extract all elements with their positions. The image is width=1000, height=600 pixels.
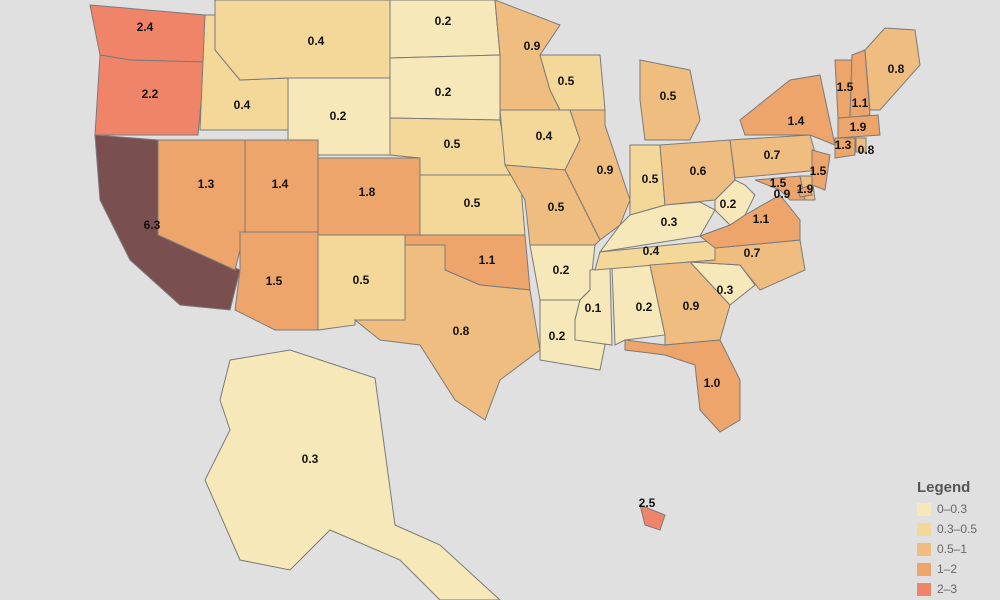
state-value-label: 2.2 [142,87,159,101]
state-value-label: 0.5 [464,196,481,210]
state-value-label: 0.7 [744,246,761,260]
state-value-label: 0.5 [660,89,677,103]
state-value-label: 1.9 [797,182,814,196]
legend-label: 0.5–1 [937,542,967,556]
state-value-label: 0.2 [435,14,452,28]
state-value-label: 0.9 [524,39,541,53]
state-value-label: 2.4 [137,20,154,34]
legend: 0–0.3 0.3–0.5 0.5–1 1–2 2–3 [917,502,977,596]
legend-label: 2–3 [937,582,957,596]
legend-title: Legend [917,479,970,496]
state-value-label: 0.6 [690,164,707,178]
state [353,244,541,421]
state [639,59,701,141]
state-value-label: 0.8 [858,143,875,157]
state-value-label: 2.5 [639,496,656,510]
state-value-label: 0.2 [720,197,737,211]
state [204,349,501,600]
state [797,185,813,198]
state [855,137,867,153]
state [864,27,921,111]
state-value-label: 0.4 [643,244,660,258]
state-value-label: 0.8 [453,324,470,338]
state [234,231,319,331]
state-value-label: 0.9 [597,163,614,177]
state-value-label: 1.5 [810,164,827,178]
state-value-label: 0.1 [585,301,602,315]
state-value-label: 0.5 [353,273,370,287]
state-value-label: 1.1 [852,96,869,110]
state-value-label: 0.2 [636,300,653,314]
state-value-label: 0.3 [302,452,319,466]
state-value-label: 1.4 [272,177,289,191]
state [639,504,666,531]
state [214,0,391,81]
state [689,239,806,291]
legend-swatch [917,563,931,576]
state-value-label: 1.3 [198,177,215,191]
state-value-label: 0.5 [558,74,575,88]
legend-label: 1–2 [937,562,957,576]
state-value-label: 1.1 [753,212,770,226]
state-value-label: 1.0 [704,376,721,390]
state-value-label: 0.5 [548,200,565,214]
state [811,149,831,191]
state-value-label: 0.3 [661,215,678,229]
state-value-label: 1.5 [837,80,854,94]
state [389,0,501,59]
state-value-label: 1.5 [770,176,787,190]
state [714,179,756,226]
state-value-label: 0.4 [308,34,325,48]
state-value-label: 0.4 [536,129,553,143]
state [849,49,871,119]
states [89,0,921,600]
state-value-label: 0.5 [444,137,461,151]
legend-swatch [917,543,931,556]
state-value-label: 1.4 [788,114,805,128]
state-value-label: 1.5 [266,274,283,288]
legend-label: 0–0.3 [937,502,967,516]
state-value-label: 1.9 [850,120,867,134]
state-value-label: 0.9 [774,187,791,201]
legend-swatch [917,583,931,596]
legend-swatch [917,523,931,536]
state [834,137,856,159]
labels: 2.4 2.2 6.3 0.4 0.4 0.2 1.3 1.4 1.8 1.5 0.5 0.2 0.2 0… [137,14,905,510]
state-value-label: 0.2 [553,263,570,277]
state-value-label: 0.9 [683,299,700,313]
state-value-label: 0.4 [234,98,251,112]
state-value-label: 0.3 [717,283,734,297]
state-value-label: 0.8 [888,62,905,76]
state-value-label: 0.7 [764,148,781,162]
state-value-label: 1.1 [479,253,496,267]
state [624,339,741,433]
state-value-label: 1.8 [359,185,376,199]
state-value-label: 1.3 [835,138,852,152]
legend-swatch [917,503,931,516]
state [837,114,881,139]
state-value-label: 6.3 [144,218,161,232]
state-value-label: 0.2 [549,329,566,343]
state-value-label: 0.5 [642,172,659,186]
state [754,175,806,201]
state-value-label: 0.2 [330,109,347,123]
state [574,267,613,346]
legend-label: 0.3–0.5 [937,522,977,536]
state-value-label: 0.2 [435,85,452,99]
